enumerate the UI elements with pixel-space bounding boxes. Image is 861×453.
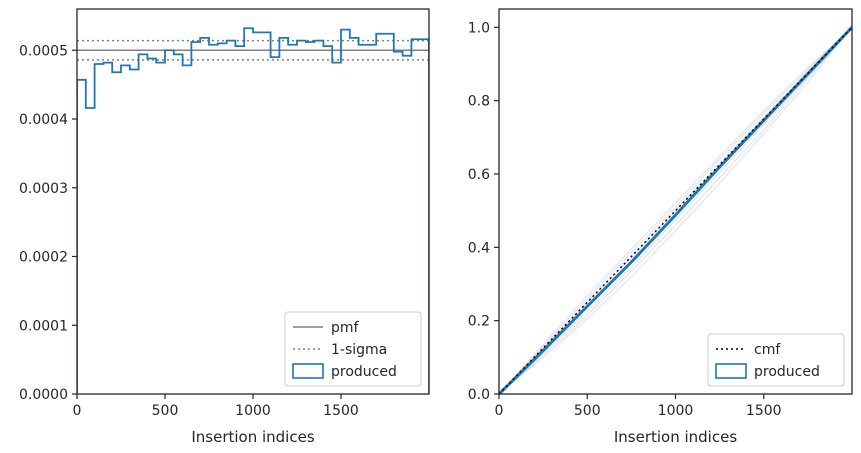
y-tick-label: 0.0000 (19, 387, 68, 403)
produced-step-histogram (77, 27, 429, 394)
x-tick-label: 0 (73, 403, 82, 419)
background-run-line (499, 27, 852, 394)
y-tick-label: 0.0 (468, 387, 490, 403)
legend-label-cmf: cmf (754, 342, 781, 358)
x-tick-label: 1500 (746, 403, 782, 419)
x-tick-label: 0 (495, 403, 504, 419)
y-tick-label: 0.4 (468, 240, 490, 256)
y-tick-label: 0.0005 (19, 43, 68, 59)
plot-area-2 (499, 26, 852, 394)
legend-label-produced: produced (754, 364, 820, 380)
x-tick-label: 500 (574, 403, 601, 419)
y-tick-label: 0.6 (468, 167, 490, 183)
background-run-line (499, 27, 852, 394)
legend-handle-produced (715, 363, 747, 379)
x-tick-label: 1000 (235, 403, 271, 419)
legend-label-1-sigma: 1-sigma (331, 342, 387, 358)
y-tick-label: 0.0002 (19, 250, 68, 266)
legend-handle-produced (292, 363, 324, 379)
y-tick-label: 0.8 (468, 94, 490, 110)
y-tick-label: 0.0001 (19, 318, 68, 334)
background-run-line (499, 27, 852, 394)
background-run-line (499, 27, 852, 394)
y-tick-label: 0.0003 (19, 181, 68, 197)
y-tick-label: 1.0 (468, 20, 490, 36)
produced-cdf-line (499, 26, 852, 394)
y-tick-label: 0.0004 (19, 112, 68, 128)
x-tick-label: 1000 (658, 403, 694, 419)
x-tick-label: 1500 (323, 403, 359, 419)
legend-label-produced: produced (331, 364, 397, 380)
background-run-line (499, 27, 852, 394)
x-axis-label: Insertion indices (191, 428, 314, 446)
legend (707, 333, 845, 387)
x-axis-label: Insertion indices (614, 428, 737, 446)
background-run-line (499, 27, 852, 394)
x-tick-label: 500 (152, 403, 179, 419)
legend (284, 311, 422, 387)
legend-label-pmf: pmf (331, 320, 360, 336)
plot-area-1 (77, 27, 429, 394)
y-tick-label: 0.2 (468, 314, 490, 330)
